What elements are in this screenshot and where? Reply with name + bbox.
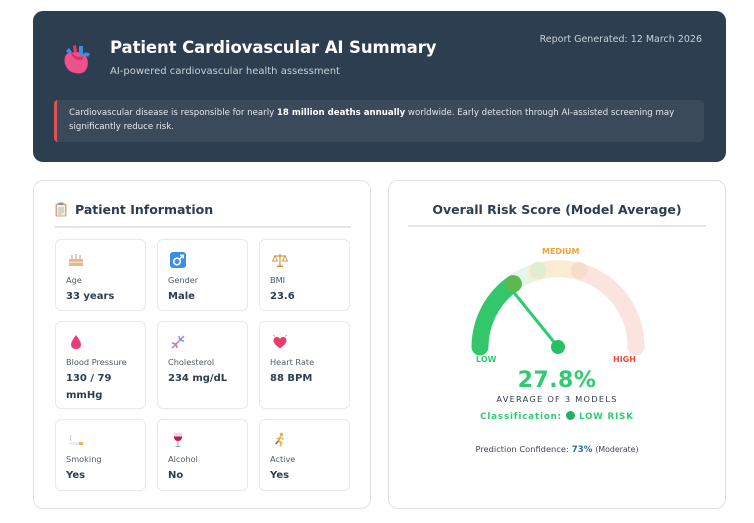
blood-drop-icon bbox=[71, 335, 81, 349]
field-value: 130 / 79 mmHg bbox=[66, 373, 112, 401]
clipboard-icon bbox=[55, 202, 67, 217]
beating-heart-icon bbox=[272, 334, 288, 349]
field-value: 88 BPM bbox=[270, 373, 313, 384]
field-value: 234 mg/dL bbox=[168, 373, 228, 384]
field-label: Age bbox=[66, 275, 82, 285]
field-label: Gender bbox=[168, 275, 199, 285]
field-gender: Gender Male bbox=[157, 239, 248, 311]
page-subtitle: AI-powered cardiovascular health assessm… bbox=[110, 66, 340, 77]
field-bmi: BMI 23.6 bbox=[259, 239, 350, 311]
male-sign-icon bbox=[170, 252, 186, 268]
gauge-label-high: HIGH bbox=[613, 355, 636, 364]
field-heart-rate: Heart Rate 88 BPM bbox=[259, 321, 350, 409]
field-label: Blood Pressure bbox=[66, 357, 127, 367]
patient-info-heading: Patient Information bbox=[55, 202, 213, 217]
field-active: Active Yes bbox=[259, 419, 350, 491]
patient-information-card: Patient Information Age 33 years Gender … bbox=[33, 180, 371, 509]
field-value: 33 years bbox=[66, 291, 115, 302]
section-divider bbox=[408, 225, 706, 227]
field-label: Cholesterol bbox=[168, 357, 215, 367]
field-age: Age 33 years bbox=[55, 239, 146, 311]
alert-text-end: worldwide. Early detection through AI-as… bbox=[69, 108, 675, 132]
average-label: AVERAGE OF 3 MODELS bbox=[496, 394, 618, 404]
field-cholesterol: Cholesterol 234 mg/dL bbox=[157, 321, 248, 409]
classification-label: Classification: bbox=[480, 412, 562, 422]
section-divider bbox=[55, 226, 351, 228]
field-value: 23.6 bbox=[270, 291, 295, 302]
birthday-cake-icon bbox=[69, 254, 83, 266]
page-title: Patient Cardiovascular AI Summary bbox=[110, 38, 437, 57]
info-alert: Cardiovascular disease is responsible fo… bbox=[54, 100, 704, 142]
field-alcohol: Alcohol No bbox=[157, 419, 248, 491]
risk-gauge bbox=[471, 260, 645, 356]
running-person-icon bbox=[275, 432, 284, 447]
alert-text: Cardiovascular disease is responsible fo… bbox=[69, 108, 277, 118]
risk-score-value: 27.8% bbox=[517, 368, 597, 393]
risk-classification: Classification: LOW RISK bbox=[389, 411, 725, 422]
gauge-label-medium: MEDIUM bbox=[542, 247, 580, 256]
alert-highlight: 18 million deaths annually bbox=[276, 108, 406, 118]
gauge-label-low: LOW bbox=[476, 355, 497, 364]
confidence-value: 73% bbox=[571, 445, 593, 455]
field-label: Active bbox=[270, 454, 296, 464]
prediction-confidence: Prediction Confidence: 73% (Moderate) bbox=[389, 444, 725, 455]
field-smoking: Smoking Yes bbox=[55, 419, 146, 491]
status-dot-icon bbox=[566, 411, 575, 420]
field-label: Alcohol bbox=[168, 454, 198, 464]
anatomical-heart-icon bbox=[64, 45, 90, 74]
wine-glass-icon bbox=[174, 433, 182, 447]
dna-icon bbox=[171, 335, 185, 349]
field-value: Yes bbox=[270, 470, 290, 481]
field-value: No bbox=[168, 470, 184, 481]
field-label: BMI bbox=[270, 275, 286, 285]
report-date: Report Generated: 12 March 2026 bbox=[539, 34, 702, 45]
cigarette-icon bbox=[69, 434, 83, 445]
risk-score-card: Overall Risk Score (Model Average) MEDIU… bbox=[388, 180, 726, 509]
field-label: Heart Rate bbox=[270, 357, 315, 367]
classification-value: LOW RISK bbox=[579, 412, 634, 422]
balance-scale-icon bbox=[272, 254, 288, 268]
report-header: Patient Cardiovascular AI Summary AI-pow… bbox=[33, 11, 726, 162]
field-value: Male bbox=[168, 291, 195, 302]
risk-score-title: Overall Risk Score (Model Average) bbox=[432, 202, 682, 217]
confidence-quality: (Moderate) bbox=[595, 445, 639, 454]
field-blood-pressure: Blood Pressure 130 / 79 mmHg bbox=[55, 321, 146, 409]
field-value: Yes bbox=[66, 470, 86, 481]
field-label: Smoking bbox=[66, 454, 102, 464]
section-title: Patient Information bbox=[75, 202, 214, 217]
confidence-label: Prediction Confidence: bbox=[475, 444, 569, 454]
